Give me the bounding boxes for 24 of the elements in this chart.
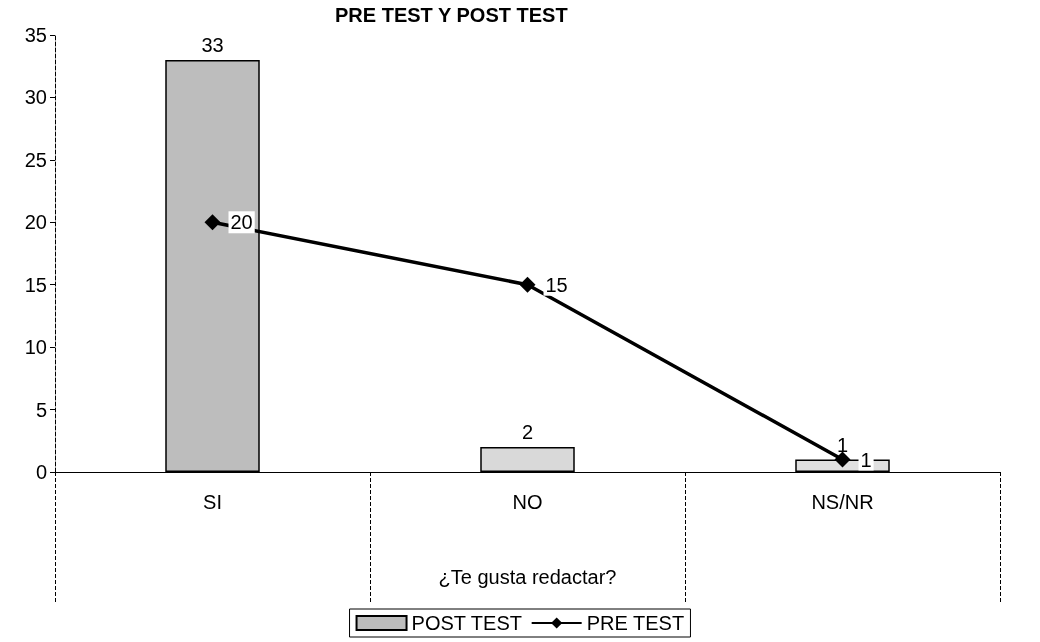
y-tick-label: 15 — [24, 273, 47, 296]
chart-title: PRE TEST Y POST TEST — [335, 4, 568, 26]
y-tick-label: 20 — [24, 211, 47, 234]
data-label: 20 — [230, 211, 253, 234]
x-tick-label: NO — [512, 491, 543, 513]
x-axis-title: ¿Te gusta redactar? — [438, 566, 617, 588]
x-tick-label: SI — [203, 491, 222, 513]
data-label: 1 — [836, 433, 849, 456]
y-tick-label: 10 — [24, 336, 47, 359]
data-label: 15 — [545, 273, 568, 296]
data-label: 2 — [521, 421, 534, 444]
y-tick-label: 35 — [24, 24, 47, 46]
y-tick-label: 5 — [35, 398, 47, 421]
x-tick-label: NS/NR — [811, 491, 874, 513]
legend-label: PRE TEST — [586, 612, 685, 634]
y-tick-label: 30 — [24, 86, 47, 109]
y-tick-label: 25 — [24, 148, 47, 171]
legend-label: POST TEST — [411, 612, 522, 634]
point — [834, 451, 851, 468]
point — [204, 214, 221, 231]
point — [519, 276, 536, 293]
y-tick-label: 0 — [35, 461, 47, 483]
data-label: 33 — [201, 33, 224, 56]
data-label: 1 — [860, 448, 872, 471]
